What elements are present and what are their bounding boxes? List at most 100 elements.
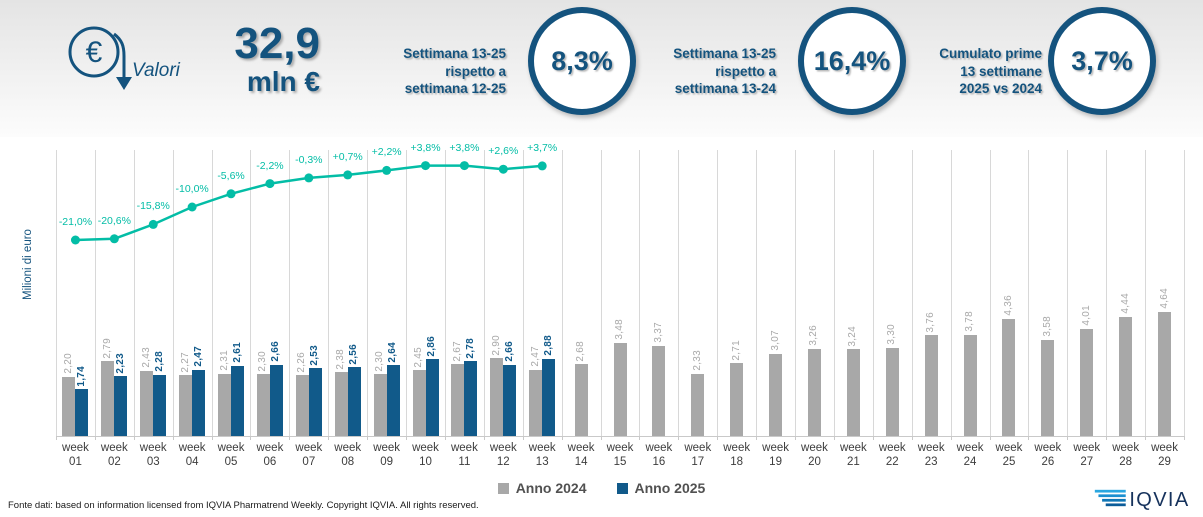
axis-tick [328, 436, 329, 440]
bar-2025 [542, 358, 556, 436]
week-number: 08 [341, 455, 355, 468]
week-word: week [995, 442, 1023, 454]
bar-2024 [807, 348, 821, 436]
axis-tick [523, 436, 524, 440]
bar-2024 [613, 342, 627, 436]
axis-tick [678, 436, 679, 440]
axis-tick [289, 436, 290, 440]
week-number: 01 [69, 455, 82, 468]
pct-change-label: -20,6% [97, 214, 131, 227]
gridline [951, 150, 952, 436]
x-axis-week-label: week 29 [1145, 442, 1184, 469]
kpi2-circle: 16,4% [798, 7, 906, 115]
bar-2025 [114, 376, 128, 436]
gridline [639, 150, 640, 436]
pct-change-label: +2,2% [371, 146, 402, 159]
week-number: 23 [924, 455, 938, 468]
gridline [912, 150, 913, 436]
bar-2024 [691, 373, 705, 436]
week-number: 06 [263, 455, 277, 468]
total-value-block: 32,9 mln € [185, 22, 320, 98]
gridline [445, 150, 446, 436]
line-marker [148, 219, 158, 229]
bar-2025 [75, 389, 89, 436]
x-axis-week-label: week 21 [834, 442, 873, 469]
line-marker [459, 161, 469, 171]
axis-tick [562, 436, 563, 440]
week-number: 03 [146, 455, 160, 468]
bar-2024 [769, 353, 783, 436]
pct-change-label: +3,8% [449, 141, 480, 154]
x-axis-week-label: week 11 [445, 442, 484, 469]
week-number: 14 [574, 455, 588, 468]
week-word: week [256, 442, 284, 454]
gridline [873, 150, 874, 436]
gridline [212, 150, 213, 436]
line-marker [109, 234, 119, 244]
axis-tick [406, 436, 407, 440]
bar-2024 [218, 374, 232, 436]
x-axis-week-label: week 24 [951, 442, 990, 469]
total-unit: mln € [246, 66, 320, 97]
x-axis-week-label: week 19 [756, 442, 795, 469]
line-marker [70, 235, 80, 245]
gridline [717, 150, 718, 436]
gridline [484, 150, 485, 436]
week-number: 21 [846, 455, 860, 468]
week-number: 13 [535, 455, 549, 468]
gridline [56, 150, 57, 436]
week-word: week [839, 442, 867, 454]
axis-tick [834, 436, 835, 440]
axis-tick [717, 436, 718, 440]
axis-tick [56, 436, 57, 440]
axis-tick [484, 436, 485, 440]
week-number: 19 [769, 455, 782, 468]
bar-2024 [1002, 319, 1016, 436]
chart-legend: Anno 2024 Anno 2025 [0, 480, 1203, 496]
week-number: 24 [963, 455, 977, 468]
bar-2024 [963, 334, 977, 436]
pct-change-label: -0,3% [295, 153, 323, 166]
week-word: week [956, 442, 984, 454]
x-axis-week-label: week 18 [717, 442, 756, 469]
kpi1-label-line3: settimana 12-25 [404, 81, 506, 96]
week-word: week [1034, 442, 1062, 454]
x-axis-week-label: week 03 [134, 442, 173, 469]
week-number: 29 [1158, 455, 1171, 468]
week-number: 28 [1119, 455, 1133, 468]
week-number: 05 [224, 455, 238, 468]
week-word: week [139, 442, 167, 454]
axis-tick [951, 436, 952, 440]
week-word: week [217, 442, 245, 454]
pct-change-label: +3,8% [410, 141, 441, 154]
kpi3-circle: 3,7% [1048, 7, 1156, 115]
week-word: week [645, 442, 673, 454]
week-number: 26 [1041, 455, 1055, 468]
pct-change-label: -15,8% [136, 200, 170, 213]
bar-2024 [62, 377, 76, 436]
bar-2024 [652, 345, 666, 436]
x-axis-week-label: week 27 [1067, 442, 1106, 469]
x-axis-week-label: week 09 [367, 442, 406, 469]
gridline [406, 150, 407, 436]
week-word: week [1151, 442, 1178, 454]
axis-tick [250, 436, 251, 440]
bar-2024 [1080, 328, 1094, 436]
euro-value-icon: € Valori [62, 18, 262, 118]
week-word: week [917, 442, 945, 454]
axis-tick [912, 436, 913, 440]
gridline [795, 150, 796, 436]
legend-item-2024: Anno 2024 [497, 480, 587, 496]
week-number: 22 [885, 455, 899, 468]
x-axis-week-label: week 28 [1106, 442, 1145, 469]
week-word: week [684, 442, 712, 454]
week-number: 02 [107, 455, 121, 468]
x-axis-week-label: week 16 [639, 442, 678, 469]
euro-circle-arrow-icon: € [68, 26, 132, 90]
axis-tick [873, 436, 874, 440]
pct-change-label: -21,0% [58, 216, 93, 228]
pct-change-label: +2,6% [488, 145, 519, 158]
bar-2025 [153, 374, 167, 436]
pct-change-label: +0,7% [332, 150, 363, 163]
week-number: 17 [691, 455, 705, 468]
